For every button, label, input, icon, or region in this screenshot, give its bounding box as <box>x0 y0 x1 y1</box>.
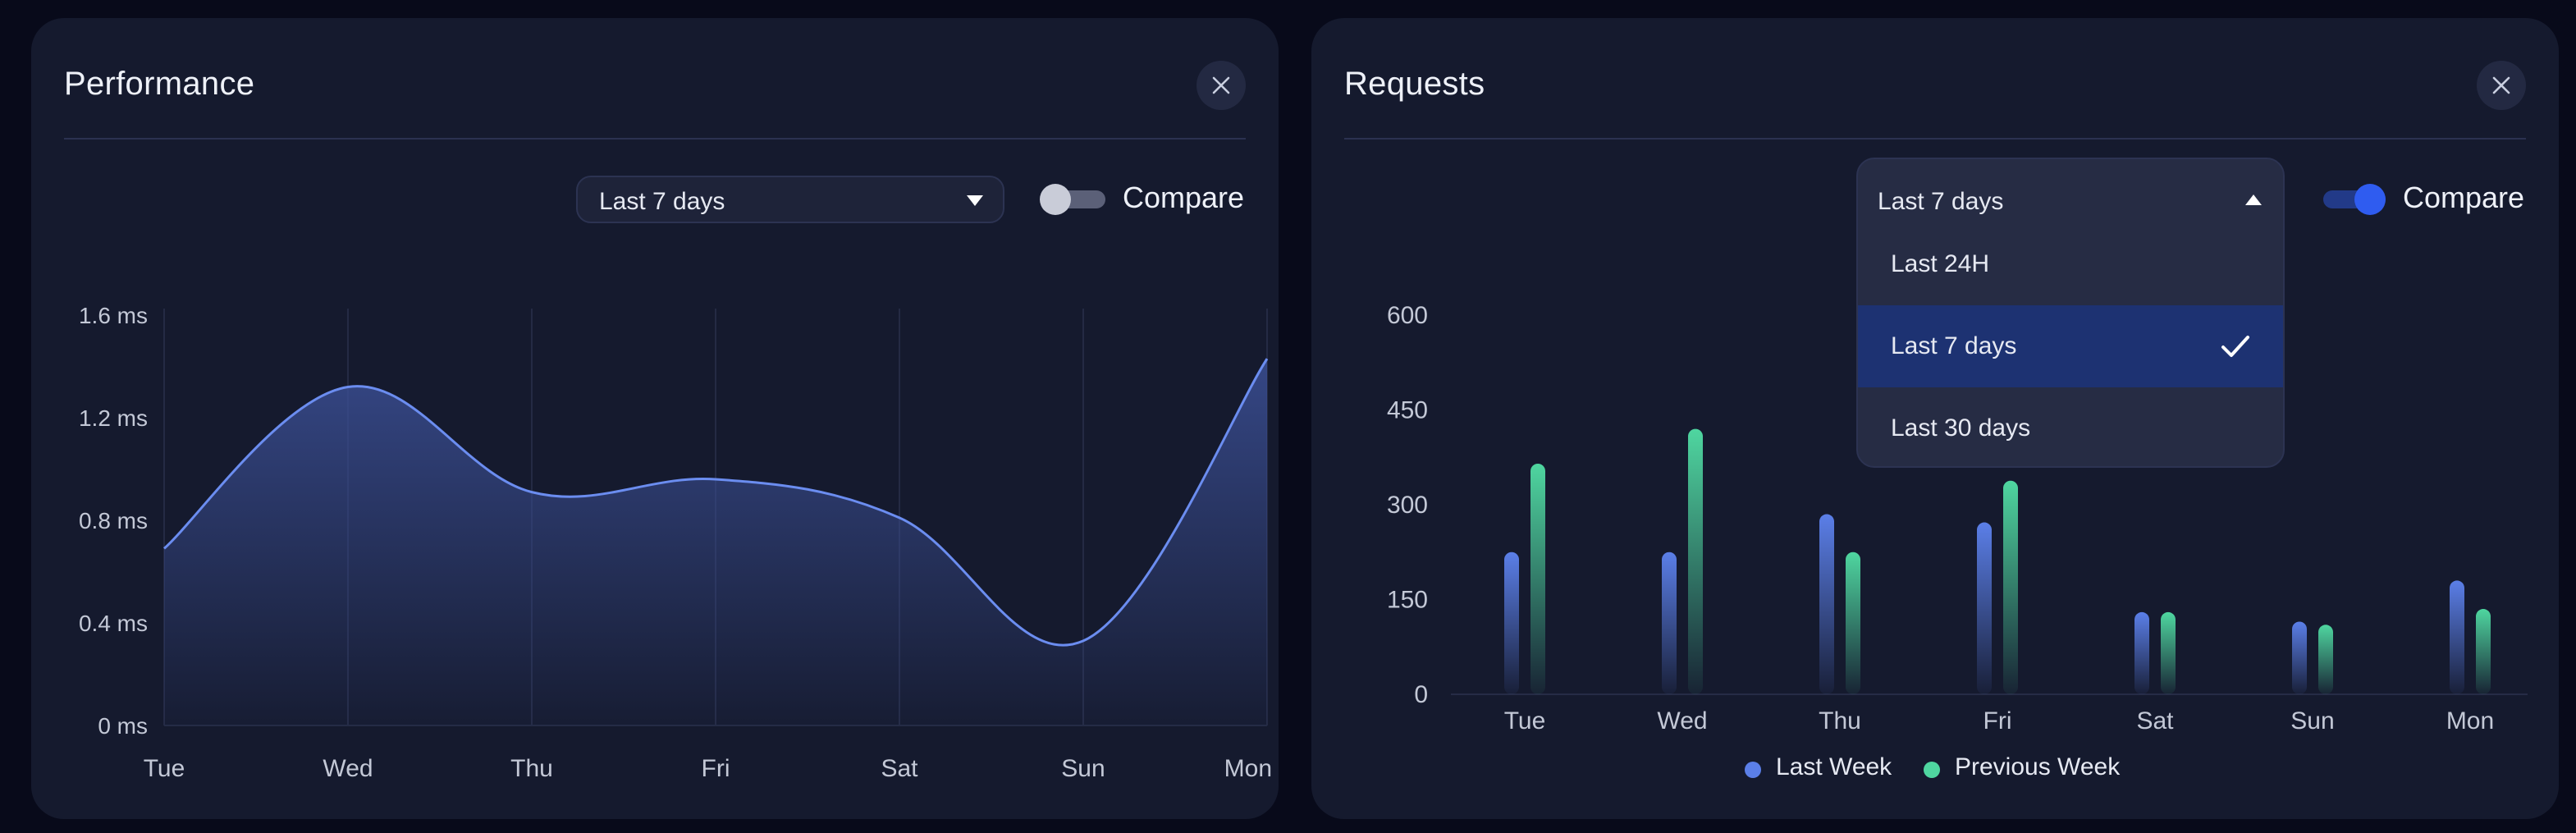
y-tick-label: 0 ms <box>98 713 148 739</box>
option-label: Last 7 days <box>1891 332 2017 359</box>
caret-down-icon <box>967 195 983 206</box>
requests-legend: Last Week Previous Week <box>1311 753 2559 786</box>
requests-card: Requests Compare 0 150 300 450 600 Tue Wed Thu… <box>1311 18 2559 819</box>
check-icon <box>2221 336 2249 357</box>
performance-close-button[interactable] <box>1196 61 1246 110</box>
x-tick-label: Tue <box>144 755 185 782</box>
bar-last-week <box>1504 552 1519 694</box>
x-tick-label: Sun <box>1061 755 1105 782</box>
option-label: Last 30 days <box>1891 414 2031 442</box>
requests-divider <box>1344 138 2526 140</box>
bar-previous-week <box>1846 552 1860 694</box>
y-tick-label: 1.2 ms <box>79 405 148 431</box>
performance-chart: 0 ms 0.4 ms 0.8 ms 1.2 ms 1.6 ms Tue Wed Thu Fr… <box>79 303 1272 782</box>
performance-line <box>163 358 1269 647</box>
legend-last-week: Last Week <box>1776 753 1892 780</box>
x-tick-label: Thu <box>510 755 553 782</box>
bar-last-week <box>2450 580 2464 694</box>
x-tick-label: Fri <box>702 755 730 782</box>
caret-up-icon <box>2245 195 2262 205</box>
x-tick-label: Tue <box>1504 707 1546 735</box>
bar-last-week <box>1662 552 1677 694</box>
performance-title: Performance <box>64 66 255 102</box>
performance-compare-label: Compare <box>1123 181 1245 214</box>
x-tick-label: Mon <box>2446 707 2494 735</box>
performance-card: Performance Last 7 days Compare 0 ms 0.4 … <box>31 18 1279 819</box>
x-tick-label: Wed <box>1657 707 1707 735</box>
toggle-knob <box>2354 184 2386 215</box>
bar-previous-week <box>2318 625 2333 694</box>
requests-chart: 0 150 300 450 600 Tue Wed Thu Fri Sat Sun Mon <box>1387 302 2528 735</box>
y-tick-label: 300 <box>1387 492 1428 519</box>
performance-compare-toggle[interactable] <box>1040 184 1105 215</box>
bar-last-week <box>1977 522 1992 694</box>
requests-range-value: Last 7 days <box>1878 188 2004 215</box>
toggle-knob <box>1040 184 1071 215</box>
requests-range-select[interactable]: Last 7 days <box>1858 159 2283 223</box>
legend-dot-previous-week <box>1924 762 1940 778</box>
y-tick-label: 450 <box>1387 397 1428 424</box>
requests-range-dropdown[interactable]: Last 7 days Last 24H Last 7 days Last 30… <box>1856 158 2285 468</box>
x-tick-label: Sun <box>2290 707 2334 735</box>
close-icon <box>1212 76 1230 94</box>
dropdown-option-last-30-days[interactable]: Last 30 days <box>1858 387 2283 466</box>
y-tick-label: 0.4 ms <box>79 611 148 636</box>
close-icon <box>2492 76 2510 94</box>
x-tick-label: Thu <box>1819 707 1861 735</box>
performance-range-value: Last 7 days <box>599 188 725 215</box>
requests-title: Requests <box>1344 66 1485 102</box>
bar-last-week <box>2134 611 2149 694</box>
dropdown-option-last-24h[interactable]: Last 24H <box>1858 223 2283 305</box>
y-tick-label: 1.6 ms <box>79 303 148 328</box>
performance-range-select[interactable]: Last 7 days <box>576 176 1004 223</box>
bar-previous-week <box>2003 480 2018 694</box>
y-tick-label: 0.8 ms <box>79 508 148 533</box>
performance-area <box>164 359 1267 725</box>
legend-previous-week: Previous Week <box>1955 753 2121 780</box>
x-tick-label: Fri <box>1983 707 2012 735</box>
requests-compare-label: Compare <box>2403 181 2525 214</box>
performance-divider <box>64 138 1246 140</box>
requests-close-button[interactable] <box>2477 61 2526 110</box>
y-tick-label: 150 <box>1387 587 1428 614</box>
dropdown-option-last-7-days[interactable]: Last 7 days <box>1858 305 2283 387</box>
y-tick-label: 0 <box>1414 681 1428 708</box>
legend-dot-last-week <box>1745 762 1761 778</box>
bar-previous-week <box>2476 609 2491 694</box>
bar-last-week <box>2292 621 2307 694</box>
x-tick-label: Sat <box>2136 707 2174 735</box>
x-tick-label: Wed <box>323 755 373 782</box>
requests-compare-toggle[interactable] <box>2320 184 2386 215</box>
bar-last-week <box>1819 514 1834 694</box>
bar-previous-week <box>1688 428 1703 694</box>
bar-previous-week <box>1531 463 1545 694</box>
x-tick-label: Sat <box>881 755 918 782</box>
option-label: Last 24H <box>1891 250 1990 277</box>
y-tick-label: 600 <box>1387 302 1428 329</box>
x-tick-label: Mon <box>1224 755 1272 782</box>
bar-previous-week <box>2161 611 2176 694</box>
